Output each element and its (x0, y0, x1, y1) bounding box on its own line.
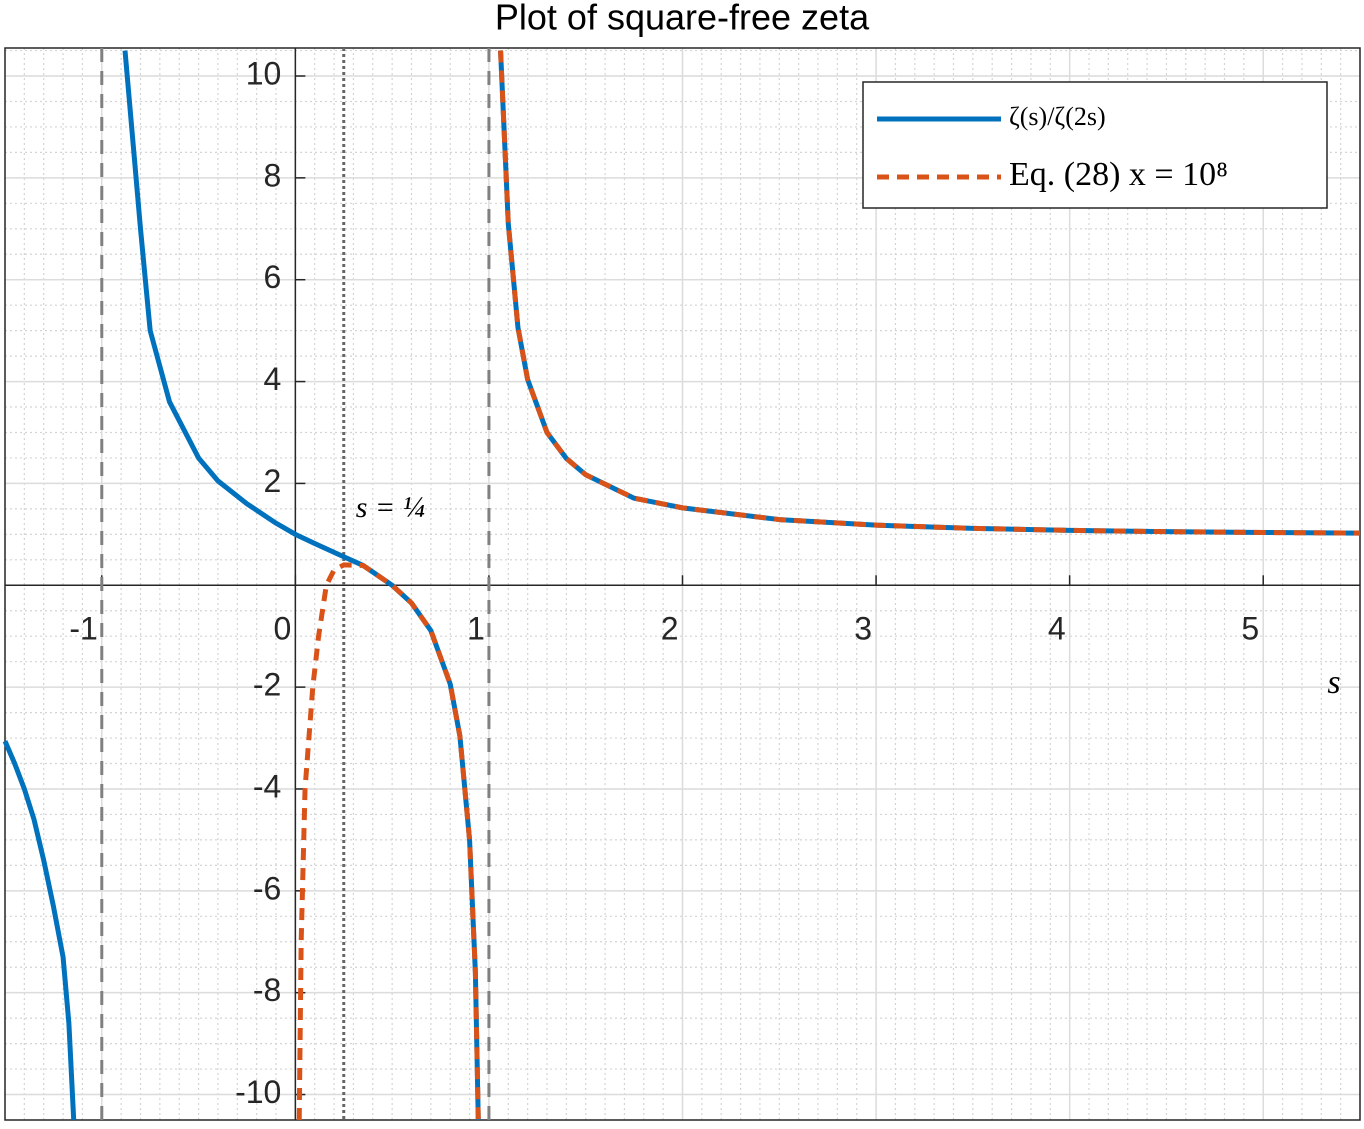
y-tick-label: 10 (246, 55, 282, 91)
y-tick-label: 4 (264, 361, 282, 397)
y-tick-label: -10 (235, 1074, 281, 1110)
x-tick-label: 2 (661, 611, 679, 647)
x-tick-label: 5 (1241, 611, 1259, 647)
y-tick-label: -2 (253, 667, 281, 703)
series-line (498, 50, 1361, 536)
x-tick-label: 1 (467, 611, 485, 647)
y-tick-label: -8 (253, 972, 281, 1008)
x-axis-label: s (1327, 664, 1340, 701)
x-tick-label: 4 (1048, 611, 1066, 647)
legend-box (862, 81, 1328, 209)
x-tick-label: 3 (854, 611, 872, 647)
y-tick-label: -4 (253, 768, 281, 804)
annotation: s = ¼ (356, 491, 425, 524)
y-tick-label: -6 (253, 870, 281, 906)
series-line (296, 562, 481, 1121)
legend-label: ζ(s)/ζ(2s) (1009, 102, 1106, 131)
y-tick-label: 2 (264, 463, 282, 499)
legend-label: Eq. (28) x = 10⁸ (1009, 156, 1228, 193)
series-line (2, 740, 77, 1121)
series-line (122, 50, 481, 1121)
y-tick-label: 6 (264, 259, 282, 295)
x-tick-label: -1 (69, 611, 97, 647)
chart-title: Plot of square-free zeta (495, 0, 870, 38)
x-tick-label: 0 (274, 611, 292, 647)
plot-frame (4, 47, 1361, 1121)
y-tick-label: 8 (264, 157, 282, 193)
